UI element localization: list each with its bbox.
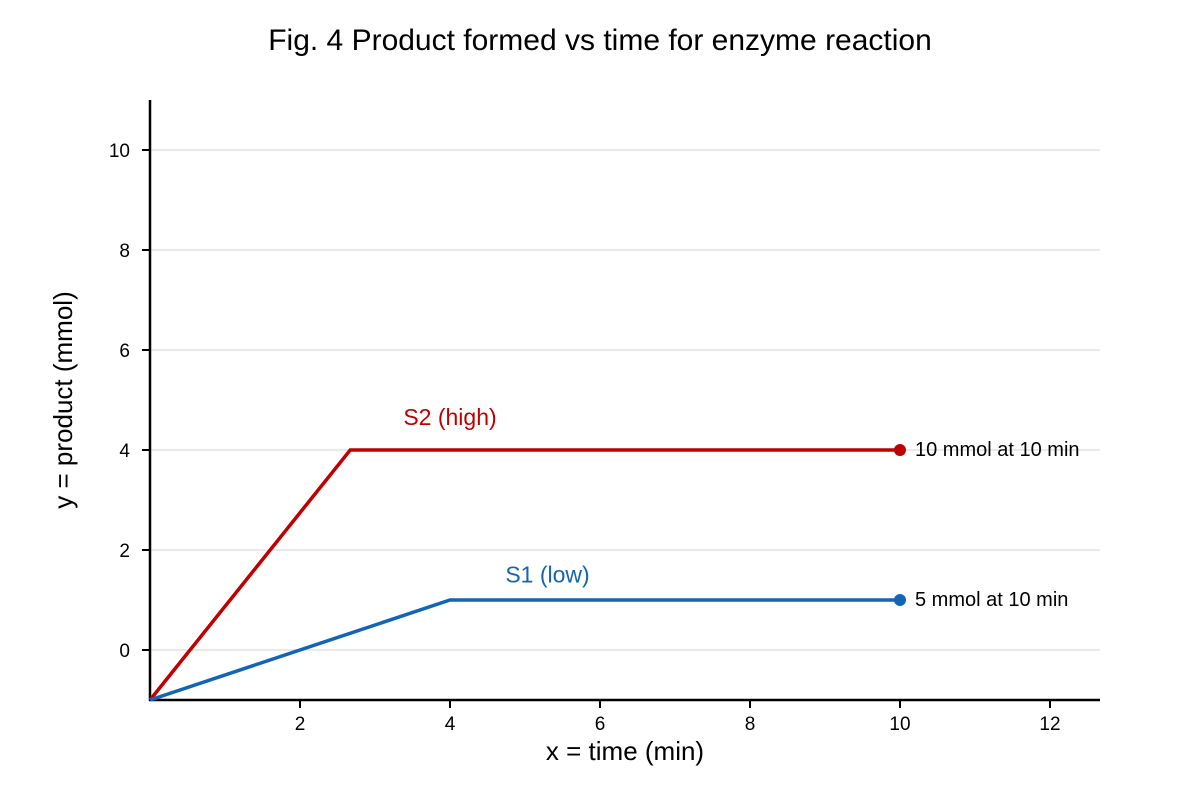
series-1-name-label: S2 (high) bbox=[403, 404, 496, 430]
x-tick-label-6: 6 bbox=[595, 714, 606, 735]
series-1-line bbox=[148, 448, 900, 702]
y-tick-label-2: 2 bbox=[119, 541, 130, 562]
series-2-name-label: S1 (low) bbox=[505, 562, 589, 588]
x-tick-label-4: 4 bbox=[445, 714, 456, 735]
series-2-endpoint-label: 5 mmol at 10 min bbox=[915, 589, 1068, 611]
y-tick-label-6: 6 bbox=[119, 341, 130, 362]
x-tick-label-10: 10 bbox=[889, 714, 910, 735]
y-axis-label: y = product (mmol) bbox=[48, 291, 78, 508]
chart-title: Fig. 4 Product formed vs time for enzyme… bbox=[268, 24, 932, 57]
x-tick-label-8: 8 bbox=[745, 714, 756, 735]
axis-ticks: 0 2 4 6 8 10 2 4 6 8 10 12 bbox=[109, 141, 1061, 735]
series-labels: 10 mmol at 10 min S2 (high) 5 mmol at 10 m… bbox=[403, 404, 1079, 611]
y-tick-label-10: 10 bbox=[109, 141, 130, 162]
x-tick-label-2: 2 bbox=[295, 714, 306, 735]
series-lines bbox=[148, 444, 906, 702]
y-tick-label-8: 8 bbox=[119, 241, 130, 262]
series-1-endpoint-marker bbox=[894, 444, 906, 456]
series-2-line bbox=[149, 598, 900, 702]
grid-lines bbox=[150, 149, 1100, 651]
y-tick-label-4: 4 bbox=[119, 441, 130, 462]
series-2-endpoint-marker bbox=[894, 594, 906, 606]
axes bbox=[148, 100, 1100, 702]
series-1-endpoint-label: 10 mmol at 10 min bbox=[915, 439, 1080, 461]
x-axis-label: x = time (min) bbox=[546, 736, 704, 766]
y-tick-label-0: 0 bbox=[119, 641, 130, 662]
x-tick-label-12: 12 bbox=[1039, 714, 1060, 735]
